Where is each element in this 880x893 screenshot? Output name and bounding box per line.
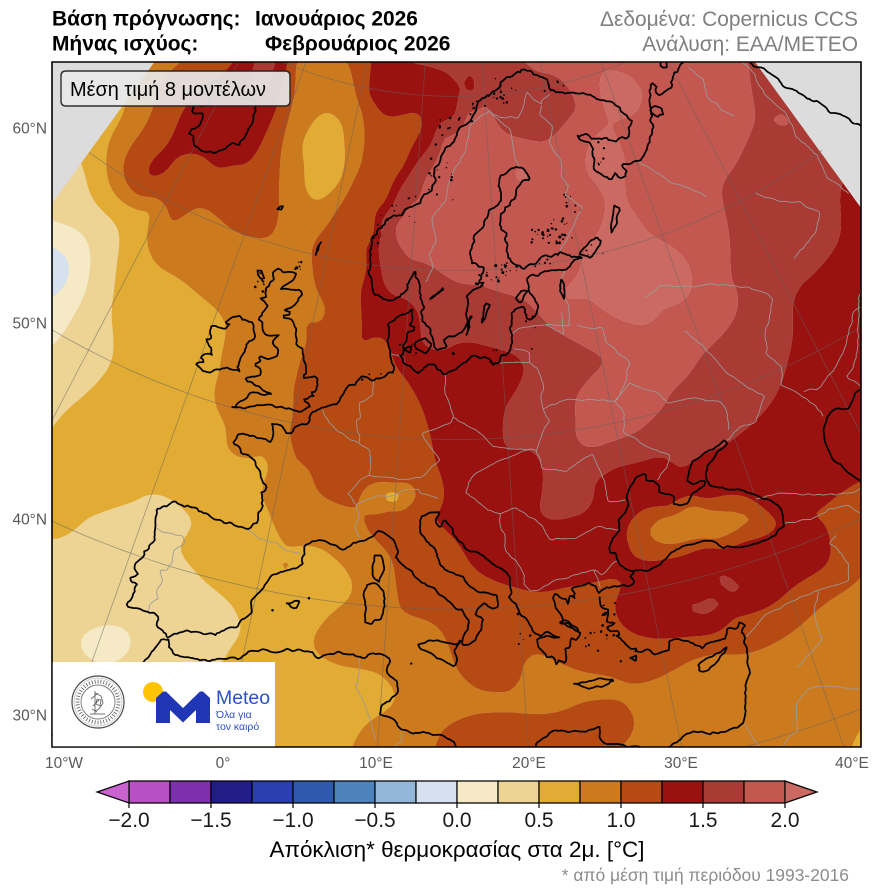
svg-text:0.0: 0.0 [442, 809, 471, 832]
svg-text:Όλα για: Όλα για [215, 710, 252, 721]
svg-text:Βάση πρόγνωσης:: Βάση πρόγνωσης: [52, 8, 241, 31]
svg-text:−2.0: −2.0 [108, 809, 149, 832]
svg-text:40°N: 40°N [13, 512, 48, 529]
svg-text:30°N: 30°N [13, 708, 48, 725]
svg-text:40°E: 40°E [835, 755, 869, 772]
svg-text:10°W: 10°W [45, 755, 83, 772]
svg-text:1.5: 1.5 [688, 809, 717, 832]
svg-text:−0.5: −0.5 [354, 809, 395, 832]
svg-text:Ιανουάριος 2026: Ιανουάριος 2026 [255, 8, 418, 31]
svg-text:Φεβρουάριος 2026: Φεβρουάριος 2026 [265, 33, 450, 56]
svg-text:Απόκλιση* θερμοκρασίας στα 2μ.: Απόκλιση* θερμοκρασίας στα 2μ. [°C] [270, 837, 645, 862]
svg-text:Meteo: Meteo [216, 687, 270, 709]
svg-text:0°: 0° [216, 755, 231, 772]
svg-text:Δεδομένα: Copernicus CCS: Δεδομένα: Copernicus CCS [600, 8, 858, 31]
svg-text:Ανάλυση: ΕΑΑ/ΜΕΤΕΟ: Ανάλυση: ΕΑΑ/ΜΕΤΕΟ [642, 33, 858, 56]
svg-text:1.0: 1.0 [606, 809, 635, 832]
svg-text:τον καιρό: τον καιρό [216, 721, 259, 733]
svg-text:2.0: 2.0 [770, 809, 799, 832]
svg-text:60°N: 60°N [13, 121, 48, 138]
svg-text:* από μέση τιμή περιόδου 1993-: * από μέση τιμή περιόδου 1993-2016 [562, 865, 849, 885]
svg-text:30°E: 30°E [664, 755, 698, 772]
svg-text:Μήνας ισχύος:: Μήνας ισχύος: [52, 33, 198, 56]
svg-text:0.5: 0.5 [524, 809, 553, 832]
svg-text:Μέση τιμή 8 μοντέλων: Μέση τιμή 8 μοντέλων [70, 79, 266, 101]
svg-text:20°E: 20°E [512, 755, 546, 772]
svg-text:50°N: 50°N [13, 316, 48, 333]
svg-text:−1.5: −1.5 [190, 809, 231, 832]
svg-text:10°E: 10°E [359, 755, 393, 772]
svg-text:−1.0: −1.0 [272, 809, 313, 832]
